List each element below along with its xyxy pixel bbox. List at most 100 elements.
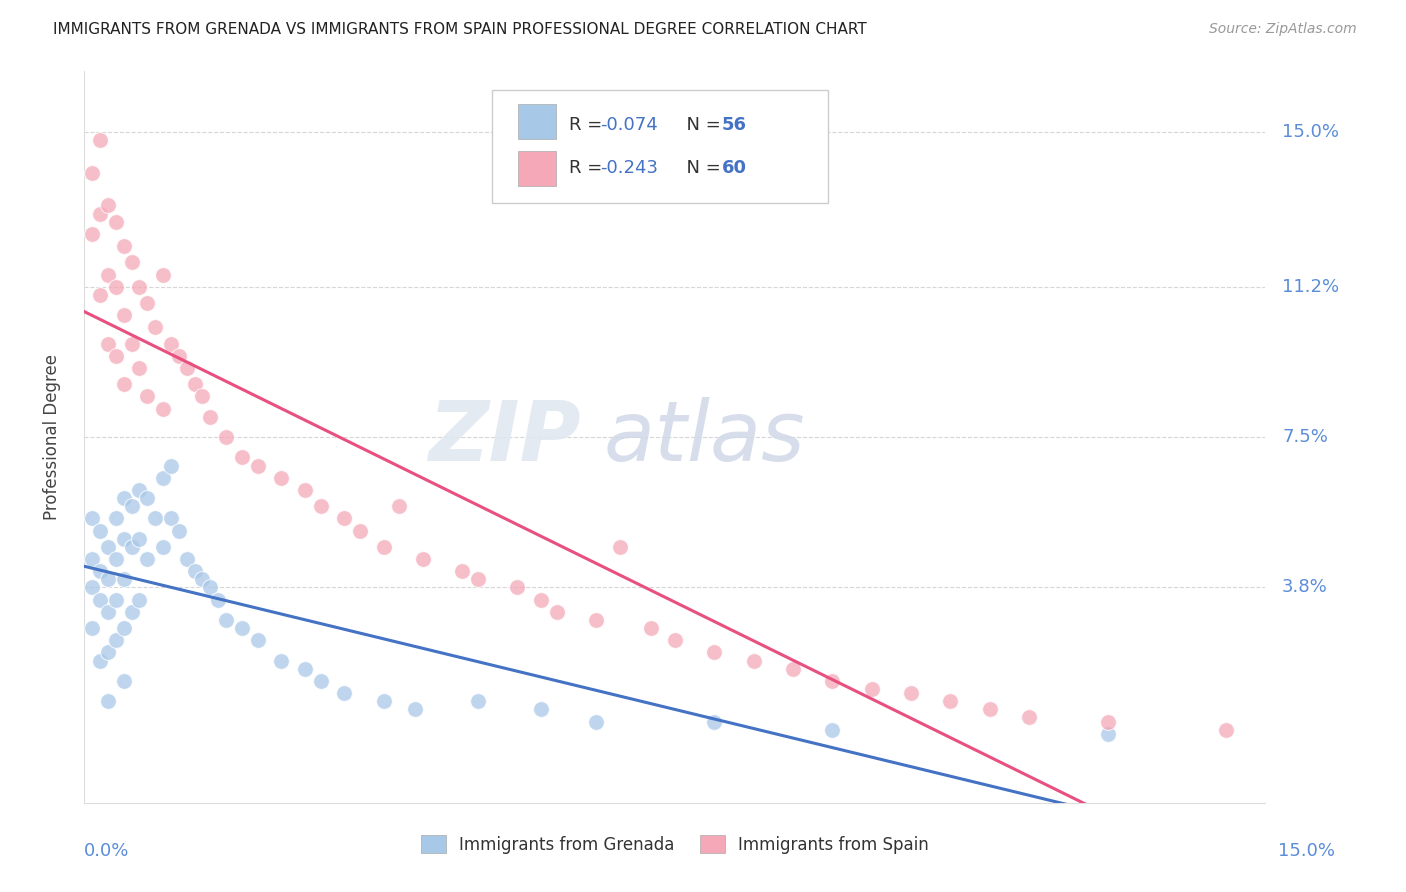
Point — [82, 621, 104, 635]
Point — [404, 702, 426, 716]
Point — [821, 673, 844, 688]
Point — [136, 491, 159, 505]
Point — [1097, 727, 1119, 741]
Point — [176, 552, 198, 566]
Point — [136, 552, 159, 566]
Point — [183, 377, 205, 392]
FancyBboxPatch shape — [492, 90, 828, 203]
Point — [128, 483, 150, 497]
Point — [585, 714, 607, 729]
Text: 7.5%: 7.5% — [1282, 428, 1327, 446]
Text: Source: ZipAtlas.com: Source: ZipAtlas.com — [1209, 22, 1357, 37]
Point — [112, 239, 135, 253]
Point — [136, 296, 159, 310]
Point — [97, 694, 120, 708]
Point — [82, 227, 104, 241]
Legend: Immigrants from Grenada, Immigrants from Spain: Immigrants from Grenada, Immigrants from… — [415, 829, 935, 860]
Point — [215, 430, 238, 444]
Point — [373, 694, 395, 708]
Text: atlas: atlas — [605, 397, 806, 477]
Point — [349, 524, 371, 538]
Point — [97, 605, 120, 619]
Text: IMMIGRANTS FROM GRENADA VS IMMIGRANTS FROM SPAIN PROFESSIONAL DEGREE CORRELATION: IMMIGRANTS FROM GRENADA VS IMMIGRANTS FR… — [53, 22, 868, 37]
Point — [467, 572, 489, 586]
Point — [143, 320, 166, 334]
Point — [703, 645, 725, 659]
Point — [121, 540, 143, 554]
Point — [121, 336, 143, 351]
Point — [112, 621, 135, 635]
Point — [82, 552, 104, 566]
Point — [1215, 723, 1237, 737]
Point — [412, 552, 434, 566]
Point — [89, 288, 111, 302]
Point — [143, 511, 166, 525]
Text: -0.243: -0.243 — [600, 159, 658, 177]
Point — [176, 361, 198, 376]
Point — [231, 621, 253, 635]
Point — [136, 389, 159, 403]
Point — [939, 694, 962, 708]
Point — [89, 524, 111, 538]
Point — [112, 673, 135, 688]
Point — [152, 401, 174, 416]
Point — [246, 458, 269, 473]
Y-axis label: Professional Degree: Professional Degree — [42, 354, 60, 520]
Point — [333, 511, 356, 525]
Point — [585, 613, 607, 627]
Point — [152, 268, 174, 282]
Point — [270, 471, 292, 485]
Point — [1018, 710, 1040, 724]
Point — [89, 592, 111, 607]
Point — [270, 654, 292, 668]
Point — [467, 694, 489, 708]
Point — [89, 133, 111, 147]
Point — [160, 458, 183, 473]
Point — [294, 483, 316, 497]
Point — [104, 349, 127, 363]
Point — [104, 633, 127, 648]
FancyBboxPatch shape — [517, 104, 555, 139]
Point — [112, 308, 135, 322]
Text: 56: 56 — [723, 116, 747, 134]
Text: R =: R = — [568, 116, 607, 134]
Point — [900, 686, 922, 700]
Point — [128, 592, 150, 607]
Point — [546, 605, 568, 619]
Point — [128, 279, 150, 293]
Point — [97, 268, 120, 282]
Point — [215, 613, 238, 627]
Point — [97, 645, 120, 659]
Point — [112, 572, 135, 586]
Point — [860, 681, 883, 696]
Point — [128, 532, 150, 546]
Point — [207, 592, 229, 607]
Point — [152, 471, 174, 485]
Point — [121, 499, 143, 513]
Point — [640, 621, 662, 635]
Text: 11.2%: 11.2% — [1282, 277, 1339, 296]
Point — [104, 592, 127, 607]
Point — [104, 552, 127, 566]
Point — [530, 702, 553, 716]
Text: 0.0%: 0.0% — [84, 842, 129, 860]
Text: 3.8%: 3.8% — [1282, 578, 1327, 597]
Point — [97, 540, 120, 554]
Point — [104, 215, 127, 229]
Point — [609, 540, 631, 554]
Text: R =: R = — [568, 159, 607, 177]
Point — [121, 605, 143, 619]
Point — [200, 581, 222, 595]
Point — [309, 499, 332, 513]
Point — [246, 633, 269, 648]
Point — [506, 581, 529, 595]
Point — [191, 389, 214, 403]
Text: -0.074: -0.074 — [600, 116, 658, 134]
Point — [89, 206, 111, 220]
Point — [82, 166, 104, 180]
Point — [89, 654, 111, 668]
Text: ZIP: ZIP — [427, 397, 581, 477]
Point — [104, 279, 127, 293]
Point — [112, 532, 135, 546]
Point — [200, 409, 222, 424]
